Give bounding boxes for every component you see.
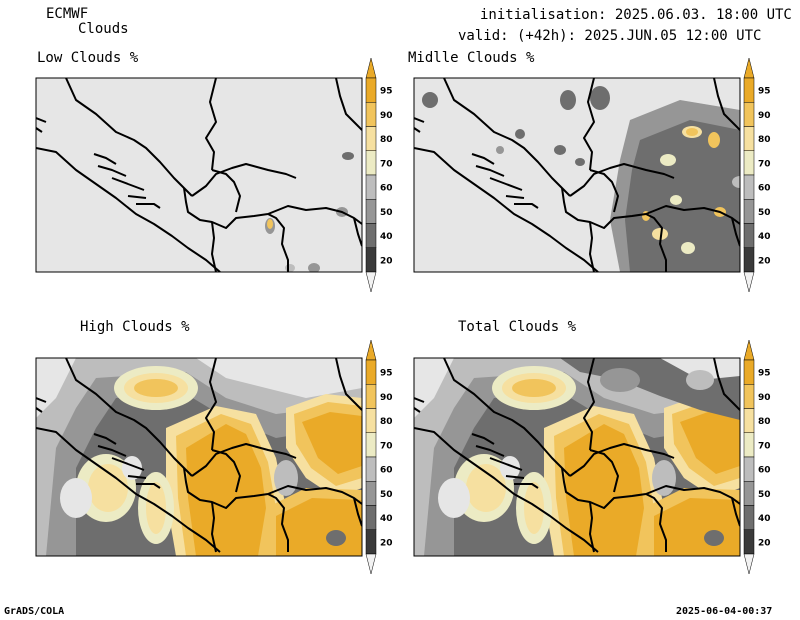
- panel-frame-low: [35, 77, 363, 273]
- colorbar-block: [743, 359, 755, 385]
- colorbar-over-arrow: [743, 339, 755, 361]
- footer-timestamp-label: 2025-06-04-00:37: [676, 606, 773, 617]
- colorbar-label: 50: [758, 490, 771, 500]
- footer-software-label: GrADS/COLA: [4, 606, 65, 617]
- colorbar-label: 90: [758, 111, 771, 121]
- colorbar-label: 20: [758, 256, 771, 266]
- colorbar-block: [743, 481, 755, 506]
- colorbar-label: 95: [380, 87, 393, 97]
- colorbar-over-arrow: [743, 57, 755, 79]
- colorbar-block: [743, 126, 755, 151]
- colorbar-block: [365, 77, 377, 103]
- colorbar-top-left: 20 40 50 60 70 80 90 95: [365, 57, 393, 293]
- colorbar-block: [743, 456, 755, 482]
- colorbar-over-arrow: [365, 57, 377, 79]
- colorbar-label: 40: [758, 232, 771, 242]
- colorbar-label: 50: [380, 208, 393, 218]
- model-label: ECMWF: [46, 6, 89, 22]
- colorbar-block: [743, 174, 755, 200]
- panel-title-middle: Midlle Clouds %: [408, 50, 535, 66]
- colorbar-label: 60: [758, 466, 771, 476]
- colorbar-label: 40: [380, 514, 393, 524]
- colorbar-label: 70: [380, 159, 393, 169]
- colorbar-block: [743, 150, 755, 176]
- colorbar-label: 80: [380, 135, 393, 145]
- map-panel-total: [414, 358, 740, 556]
- colorbar-label: 90: [380, 393, 393, 403]
- panel-title-total: Total Clouds %: [458, 319, 577, 335]
- colorbar-block: [365, 126, 377, 151]
- panel-title-high: High Clouds %: [80, 319, 190, 335]
- colorbar-label: 95: [380, 369, 393, 379]
- colorbar-label: 80: [758, 135, 771, 145]
- colorbar-label: 80: [380, 417, 393, 427]
- colorbar-under-arrow: [743, 271, 755, 293]
- valid-time-label: valid: (+42h): 2025.JUN.05 12:00 UTC: [458, 28, 762, 44]
- colorbar-block: [365, 384, 377, 409]
- colorbar-label: 70: [380, 441, 393, 451]
- map-panel-middle: [414, 78, 740, 272]
- colorbar-block: [365, 359, 377, 385]
- colorbar-block: [743, 247, 755, 273]
- colorbar-label: 70: [758, 159, 771, 169]
- colorbar-label: 50: [380, 490, 393, 500]
- panel-frame-total: [413, 357, 741, 557]
- colorbar-label: 40: [380, 232, 393, 242]
- colorbar-label: 60: [758, 184, 771, 194]
- colorbar-bottom-left: 20 40 50 60 70 80 90 95: [365, 339, 393, 575]
- colorbar-block: [743, 505, 755, 530]
- colorbar-block: [365, 505, 377, 530]
- colorbar-block: [365, 481, 377, 506]
- colorbar-top-right: 20 40 50 60 70 80 90 95: [743, 57, 771, 293]
- colorbar-block: [365, 408, 377, 433]
- panel-frame-middle: [413, 77, 741, 273]
- colorbar-block: [365, 247, 377, 273]
- colorbar-block: [365, 199, 377, 224]
- map-panel-high: [36, 358, 362, 556]
- colorbar-label: 50: [758, 208, 771, 218]
- colorbar-label: 95: [758, 369, 771, 379]
- panel-title-low: Low Clouds %: [37, 50, 139, 66]
- map-panel-low: [36, 78, 362, 272]
- colorbar-bottom-right: 20 40 50 60 70 80 90 95: [743, 339, 771, 575]
- panel-frame-high: [35, 357, 363, 557]
- colorbar-label: 20: [380, 538, 393, 548]
- colorbar-block: [743, 199, 755, 224]
- colorbar-block: [365, 432, 377, 458]
- colorbar-block: [743, 408, 755, 433]
- colorbar-block: [743, 102, 755, 127]
- colorbar-block: [743, 432, 755, 458]
- colorbar-block: [743, 77, 755, 103]
- colorbar-label: 95: [758, 87, 771, 97]
- colorbar-block: [743, 223, 755, 248]
- colorbar-label: 60: [380, 466, 393, 476]
- initialisation-label: initialisation: 2025.06.03. 18:00 UTC: [480, 7, 792, 23]
- colorbar-under-arrow: [365, 271, 377, 293]
- colorbar-label: 80: [758, 417, 771, 427]
- colorbar-block: [365, 174, 377, 200]
- colorbar-block: [365, 456, 377, 482]
- colorbar-label: 20: [758, 538, 771, 548]
- colorbar-label: 60: [380, 184, 393, 194]
- colorbar-block: [365, 102, 377, 127]
- colorbar-block: [743, 384, 755, 409]
- colorbar-under-arrow: [743, 553, 755, 575]
- colorbar-label: 70: [758, 441, 771, 451]
- product-label: Clouds: [78, 21, 129, 37]
- colorbar-over-arrow: [365, 339, 377, 361]
- colorbar-block: [365, 529, 377, 555]
- colorbar-label: 90: [380, 111, 393, 121]
- colorbar-label: 20: [380, 256, 393, 266]
- colorbar-block: [743, 529, 755, 555]
- colorbar-label: 40: [758, 514, 771, 524]
- colorbar-under-arrow: [365, 553, 377, 575]
- colorbar-label: 90: [758, 393, 771, 403]
- colorbar-block: [365, 150, 377, 176]
- colorbar-block: [365, 223, 377, 248]
